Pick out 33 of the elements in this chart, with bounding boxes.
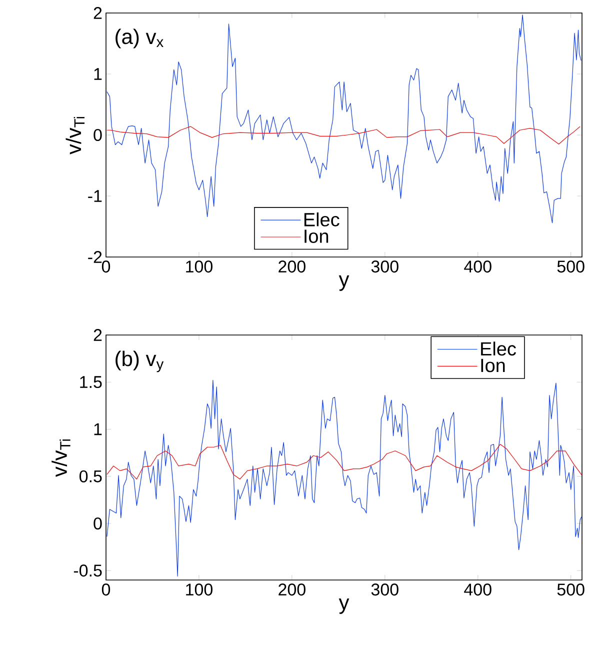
y-tick-label: 0 (94, 128, 102, 142)
y-tick-label: -1 (88, 190, 102, 202)
y-tick-label: 2 (94, 7, 102, 19)
y-tick-label: 1 (94, 68, 102, 80)
x-tick-label: 300 (371, 260, 398, 273)
y-axis-title: v/v$_{Ti}$ (52, 439, 70, 477)
legend-label: Elec (304, 212, 340, 226)
y-tick-label: 0 (94, 517, 102, 530)
x-axis-title: y (338, 275, 350, 291)
x-tick-label: 400 (464, 584, 492, 596)
text: Elec (481, 342, 516, 356)
legend-label: Ion (304, 230, 328, 243)
y-tick-label: 1.5 (80, 376, 102, 388)
x-tick-label: 100 (186, 584, 212, 596)
x-tick-label: 400 (464, 260, 492, 273)
x-tick-label: 200 (278, 584, 306, 596)
x-tick-label: 500 (557, 584, 584, 596)
x-tick-label: 200 (278, 260, 306, 273)
y-tick-label: 2 (94, 329, 102, 341)
line-series (106, 126, 580, 144)
x-tick-label: 300 (371, 584, 398, 596)
legend-label: Ion (481, 358, 505, 372)
x-tick-label: 500 (557, 260, 584, 273)
x-tick-label: 100 (186, 260, 212, 273)
x-axis-title: y (338, 598, 350, 614)
y-tick-label: 1 (94, 423, 102, 436)
y-tick-label: -0.5 (74, 564, 102, 577)
y-axis-title: v/v$_{Ti}$ (66, 116, 84, 154)
annotation: (b) v$_{y}$ (116, 350, 164, 372)
annotation: (a) v$_{x}$ (116, 28, 164, 48)
y-tick-label: 0.5 (79, 470, 102, 482)
line-series (106, 444, 582, 480)
y-tick-label: -2 (88, 251, 102, 263)
